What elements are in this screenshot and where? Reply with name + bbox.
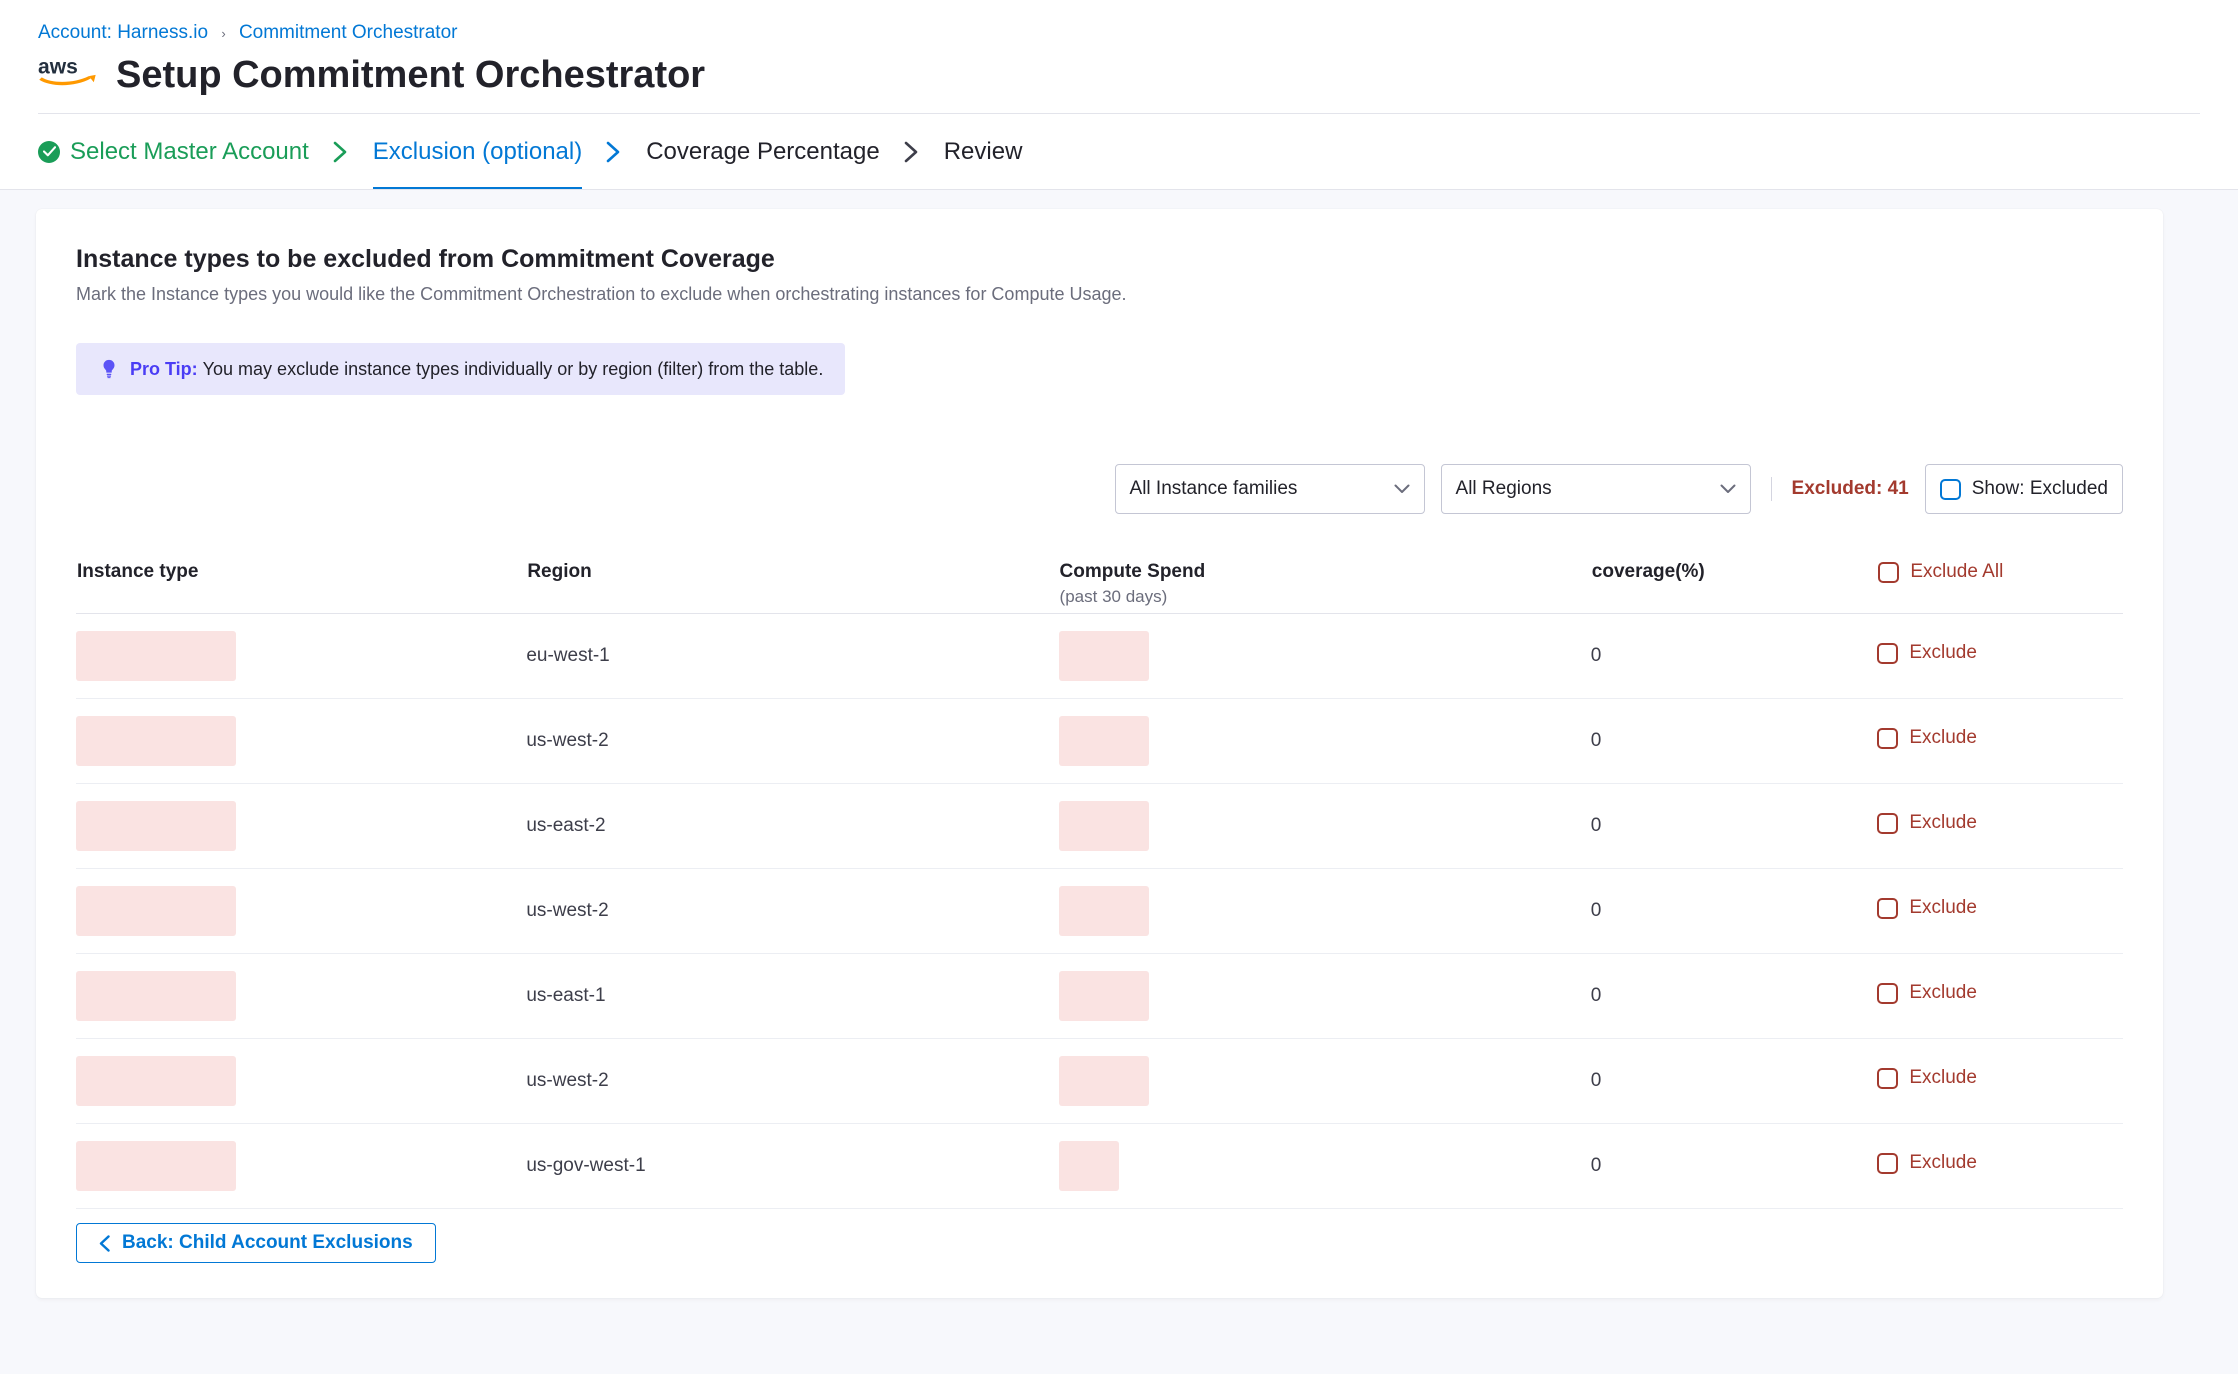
svg-text:aws: aws: [38, 56, 78, 79]
